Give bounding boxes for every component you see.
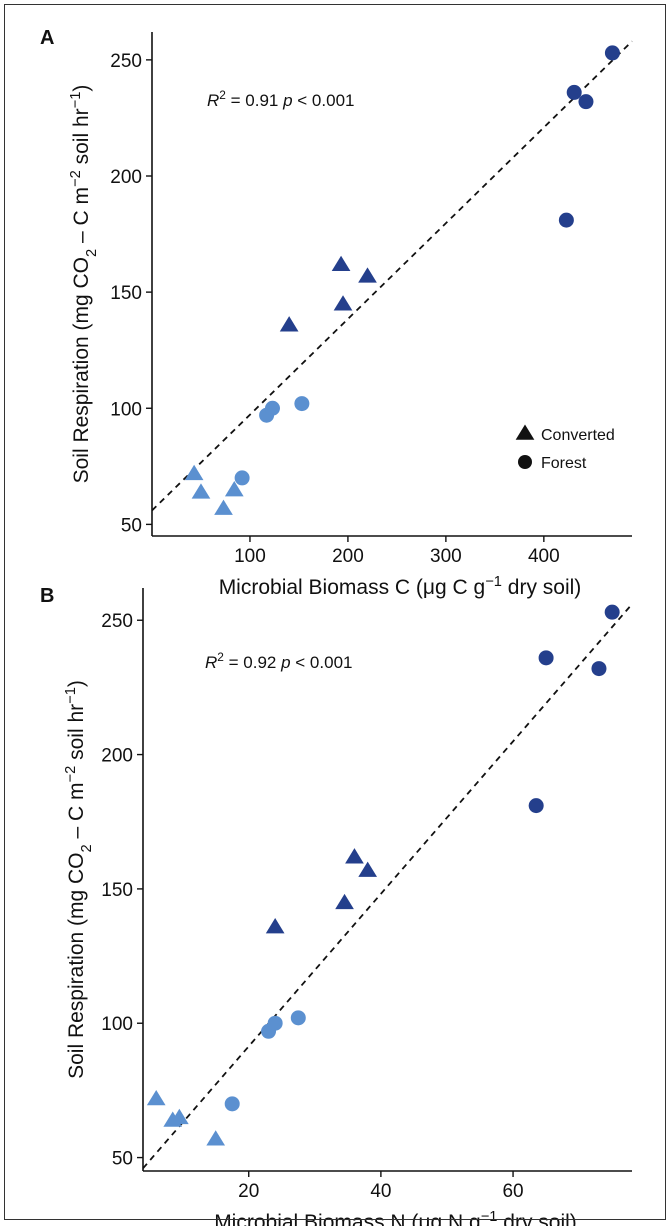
y-tick-label: 150 <box>101 880 133 901</box>
legend: Converted Forest <box>515 424 615 472</box>
forest-point <box>604 45 620 61</box>
forest-point <box>224 1096 240 1112</box>
x-tick-label: 60 <box>502 1181 523 1202</box>
y-tick-label: 200 <box>101 746 133 767</box>
converted-point <box>335 893 354 910</box>
y-tick-label: 100 <box>110 399 142 420</box>
forest-point <box>591 661 607 677</box>
y-tick-label: 100 <box>101 1014 133 1035</box>
y-tick-label: 250 <box>101 611 133 632</box>
y-axis-title: Soil Respiration (mg CO2 – C m−2 soil hr… <box>63 680 95 1079</box>
forest-point <box>604 604 620 620</box>
legend-forest-label: Forest <box>541 455 587 472</box>
y-tick-label: 150 <box>110 283 142 304</box>
forest-point <box>538 650 554 666</box>
y-tick-label: 50 <box>121 515 142 536</box>
y-tick-label: 50 <box>112 1149 133 1170</box>
panel-letter: A <box>40 27 54 49</box>
converted-point <box>331 255 351 272</box>
forest-point <box>294 396 310 412</box>
y-tick-label: 250 <box>110 51 142 72</box>
x-tick-label: 20 <box>238 1181 259 1202</box>
forest-point <box>528 798 544 814</box>
figure-frame <box>4 4 666 1220</box>
regression-line <box>142 603 633 1169</box>
converted-point <box>214 499 233 515</box>
converted-point <box>206 1130 226 1146</box>
x-axis-title: Microbial Biomass C (μg C g−1 dry soil) <box>219 574 582 599</box>
converted-point <box>224 481 244 497</box>
x-tick-label: 400 <box>528 546 560 567</box>
forest-point <box>264 400 280 416</box>
converted-point <box>146 1089 166 1106</box>
forest-point <box>234 470 250 486</box>
converted-point <box>184 464 204 481</box>
legend-converted-label: Converted <box>541 427 615 444</box>
legend-converted-marker <box>515 424 535 440</box>
regression-line <box>151 40 633 512</box>
converted-point <box>279 316 299 332</box>
y-axis-title: Soil Respiration (mg CO2 – C m−2 soil hr… <box>68 85 100 484</box>
converted-point <box>169 1108 189 1125</box>
forest-point <box>290 1010 306 1026</box>
converted-point <box>358 861 378 877</box>
forest-point <box>578 94 594 110</box>
legend-forest-marker <box>518 455 532 469</box>
x-tick-label: 100 <box>234 546 266 567</box>
x-tick-label: 300 <box>430 546 462 567</box>
y-tick-label: 200 <box>110 167 142 188</box>
forest-point <box>566 84 582 100</box>
x-tick-label: 200 <box>332 546 364 567</box>
r-squared-annotation: R2 = 0.91 p < 0.001 <box>207 88 354 110</box>
panel-letter: B <box>40 585 54 607</box>
r-squared-annotation: R2 = 0.92 p < 0.001 <box>205 650 352 672</box>
converted-point <box>265 918 285 934</box>
converted-point <box>358 267 377 283</box>
panel-a: A 50 100 150 200 250 100 200 300 400 Microbial Bio… <box>40 27 633 599</box>
converted-point <box>333 295 353 311</box>
forest-point <box>267 1015 283 1031</box>
x-tick-label: 40 <box>370 1181 391 1202</box>
converted-point <box>345 848 364 864</box>
converted-point <box>191 483 211 499</box>
forest-point <box>558 212 574 228</box>
